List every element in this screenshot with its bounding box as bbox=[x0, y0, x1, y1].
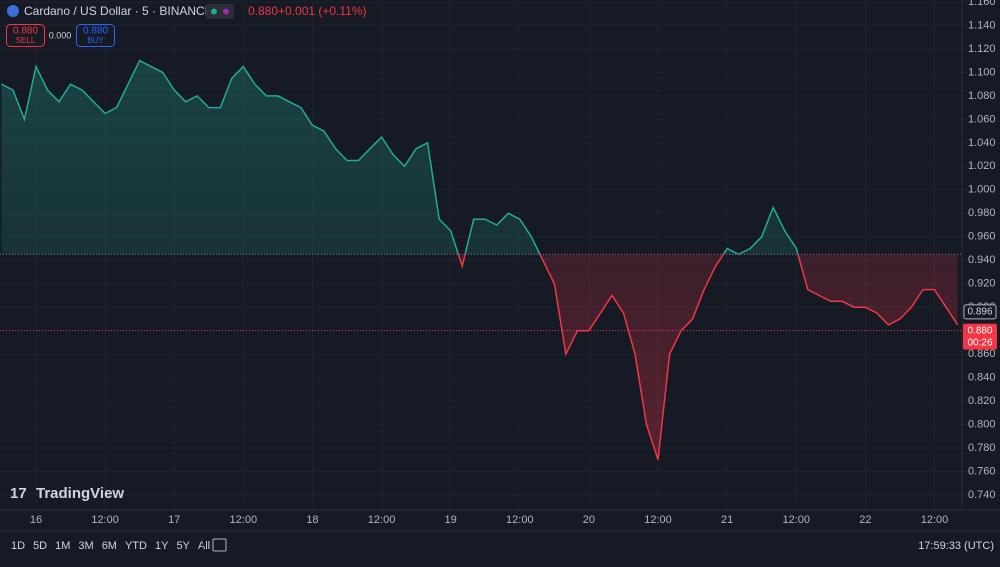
y-tick-label: 0.760 bbox=[968, 465, 996, 477]
plot bbox=[0, 59, 962, 461]
logo-mark: 17 bbox=[10, 485, 27, 502]
x-tick-label: 20 bbox=[583, 514, 595, 526]
y-tick-label: 0.820 bbox=[968, 395, 996, 407]
last-price-tag bbox=[963, 323, 997, 350]
range-button[interactable]: 1Y bbox=[155, 540, 169, 552]
y-tick-label: 0.960 bbox=[968, 231, 996, 243]
x-tick-label: 12:00 bbox=[91, 514, 119, 526]
range-button[interactable]: 5Y bbox=[176, 540, 190, 552]
x-tick-label: 19 bbox=[445, 514, 457, 526]
range-button[interactable]: 1D bbox=[11, 540, 25, 552]
clock: 17:59:33 (UTC) bbox=[918, 540, 994, 552]
sell-price: 0.880 bbox=[13, 26, 38, 37]
last-price-label: 0.880 bbox=[967, 325, 992, 336]
y-tick-label: 0.780 bbox=[968, 442, 996, 454]
y-tick-label: 1.080 bbox=[968, 90, 996, 102]
marker-price-label: 0.896 bbox=[967, 307, 992, 318]
y-tick-label: 0.840 bbox=[968, 372, 996, 384]
y-tick-label: 1.100 bbox=[968, 66, 996, 78]
y-tick-label: 0.980 bbox=[968, 207, 996, 219]
area-down bbox=[458, 254, 958, 460]
x-tick-label: 18 bbox=[306, 514, 318, 526]
y-tick-label: 1.140 bbox=[968, 19, 996, 31]
y-tick-label: 1.120 bbox=[968, 43, 996, 55]
buy-label: BUY bbox=[87, 36, 104, 45]
buy-price: 0.880 bbox=[83, 26, 108, 37]
x-tick-label: 16 bbox=[30, 514, 42, 526]
settings[interactable] bbox=[975, 510, 995, 530]
x-tick-label: 12:00 bbox=[921, 514, 949, 526]
y-tick-label: 0.920 bbox=[968, 278, 996, 290]
x-tick-label: 12:00 bbox=[783, 514, 811, 526]
range-button[interactable]: 6M bbox=[102, 540, 117, 552]
y-tick-label: 1.040 bbox=[968, 137, 996, 149]
range-button[interactable]: All bbox=[198, 540, 210, 552]
y-tick-label: 1.160 bbox=[968, 0, 996, 8]
range-button[interactable]: YTD bbox=[125, 540, 147, 552]
y-tick-label: 1.000 bbox=[968, 184, 996, 196]
y-tick-label: 1.060 bbox=[968, 113, 996, 125]
axes: 0.740 0.760 0.780 0.800 0.820 0.840 0.860 0.880… bbox=[30, 0, 997, 526]
indicator-dot bbox=[223, 8, 229, 15]
countdown: 00:26 bbox=[967, 337, 992, 348]
y-tick-label: 1.020 bbox=[968, 160, 996, 172]
buy-button[interactable] bbox=[76, 24, 115, 47]
x-tick-label: 21 bbox=[721, 514, 733, 526]
coin-icon bbox=[7, 5, 19, 17]
x-tick-label: 12:00 bbox=[368, 514, 396, 526]
range-buttons: 1D 5D 1M 3M 6M YTD 1Y 5Y All bbox=[11, 540, 210, 552]
marker-price-tag bbox=[963, 304, 997, 320]
logo: TradingView bbox=[36, 485, 124, 502]
sell-button[interactable] bbox=[6, 24, 45, 47]
x-tick-label: 12:00 bbox=[644, 514, 672, 526]
chart-title: Cardano / US Dollar · 5 · BINANCE bbox=[24, 4, 213, 18]
indicator-dot bbox=[211, 8, 217, 15]
y-tick-label: 0.860 bbox=[968, 348, 996, 360]
y-tick-label: 0.940 bbox=[968, 254, 996, 266]
x-tick-label: 22 bbox=[859, 514, 871, 526]
indicator-button[interactable] bbox=[206, 4, 234, 19]
range-button[interactable]: 3M bbox=[78, 540, 93, 552]
spread: 0.000 bbox=[49, 30, 72, 40]
sell-label: SELL bbox=[16, 36, 36, 45]
price-line-down bbox=[457, 254, 959, 461]
price-line-up bbox=[1, 59, 799, 255]
x-tick-label: 17 bbox=[168, 514, 180, 526]
y-tick-label: 0.740 bbox=[968, 489, 996, 501]
last-price: 0.880 bbox=[248, 4, 278, 18]
range-button[interactable]: 1M bbox=[55, 540, 70, 552]
price-change: +0.001 (+0.11%) bbox=[278, 4, 367, 18]
y-tick-label: 0.800 bbox=[968, 418, 996, 430]
area-up bbox=[1, 60, 958, 255]
range-button[interactable]: 5D bbox=[33, 540, 47, 552]
x-tick-label: 12:00 bbox=[230, 514, 258, 526]
x-tick-label: 12:00 bbox=[506, 514, 534, 526]
date-range-icon[interactable] bbox=[212, 538, 227, 552]
